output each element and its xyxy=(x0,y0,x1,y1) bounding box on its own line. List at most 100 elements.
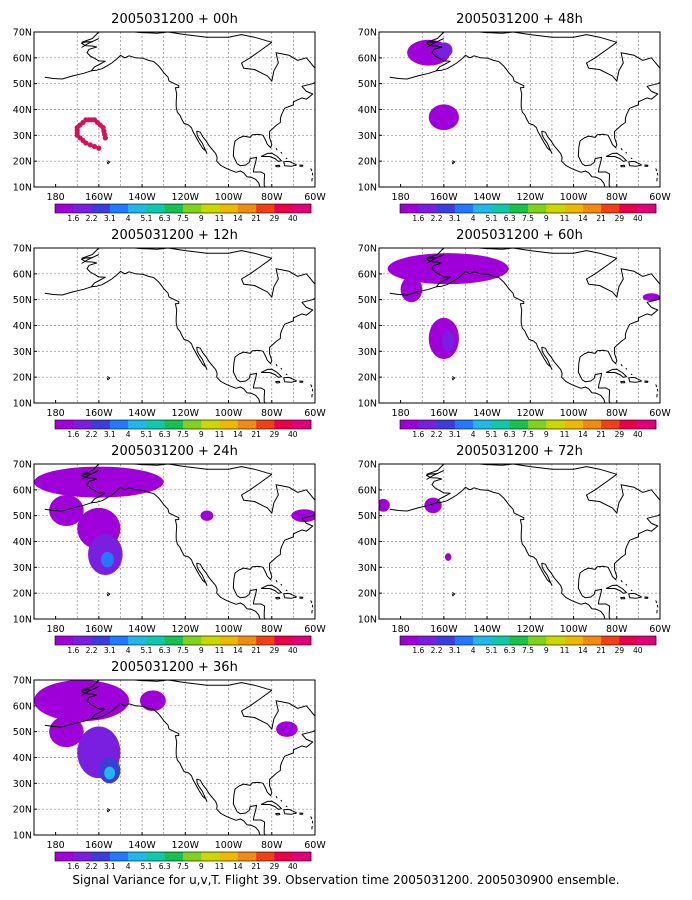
variance-dot xyxy=(102,135,108,141)
lat-tick-label: 30N xyxy=(358,131,377,142)
colorbar-label: 5.1 xyxy=(140,646,152,655)
colorbar-swatch xyxy=(128,204,147,213)
colorbar-swatch xyxy=(55,204,74,213)
coastline-path xyxy=(81,248,272,259)
coastline-path xyxy=(81,680,272,691)
colorbar-label: 1.6 xyxy=(67,862,79,871)
colorbar-label: 11 xyxy=(560,646,570,655)
coastline-path xyxy=(81,38,100,48)
colorbar-swatch xyxy=(109,636,129,645)
coastline-path xyxy=(260,584,282,594)
coastline-path xyxy=(280,583,283,586)
coastline-path xyxy=(81,464,272,475)
lat-tick-label: 70N xyxy=(13,676,32,687)
coastline-path xyxy=(260,368,282,378)
coastline-path xyxy=(81,473,261,619)
map-panel-6: 2005031200 + 72h 10N 20N 30N 40N 50N 60N 70N 180… xyxy=(358,444,672,655)
panel-title: 2005031200 + 36h xyxy=(111,660,238,675)
colorbar-label: 9 xyxy=(199,646,204,655)
coastline-path xyxy=(625,583,628,586)
colorbar-label: 21 xyxy=(251,430,261,439)
colorbar-label: 3.1 xyxy=(104,214,116,223)
colorbar-label: 29 xyxy=(615,430,625,439)
lat-tick-label: 30N xyxy=(13,779,32,790)
coastline-path xyxy=(275,380,281,384)
colorbar-label: 9 xyxy=(199,214,204,223)
panel-title: 2005031200 + 00h xyxy=(111,12,238,27)
colorbar-label: 40 xyxy=(633,214,643,223)
lat-tick-label: 10N xyxy=(13,399,32,410)
coastline-path xyxy=(106,160,111,165)
coastline-path xyxy=(299,164,304,167)
map-panel-2: 2005031200 + 48h 10N 20N 30N 40N 50N 60N 70N 180… xyxy=(358,12,672,223)
colorbar: 1.6 2.2 3.1 4 5.1 6.3 7.5 9 11 14 21 29 40 xyxy=(399,419,657,439)
colorbar-swatch xyxy=(400,204,419,213)
coastline-path xyxy=(310,168,313,172)
colorbar-swatch xyxy=(256,636,275,645)
colorbar-swatch xyxy=(546,420,565,429)
colorbar-swatch xyxy=(274,636,294,645)
colorbar-label: 4 xyxy=(126,862,131,871)
colorbar-swatch xyxy=(256,852,275,861)
colorbar-label: 21 xyxy=(596,214,606,223)
colorbar-label: 2.2 xyxy=(86,646,98,655)
colorbar-label: 7.5 xyxy=(177,430,189,439)
colorbar-label: 29 xyxy=(270,430,280,439)
colorbar-swatch xyxy=(582,420,602,429)
coastline-path xyxy=(299,812,304,815)
colorbar-label: 7.5 xyxy=(177,862,189,871)
panel-title: 2005031200 + 24h xyxy=(111,444,238,459)
coastline-path xyxy=(577,473,660,619)
lat-tick-label: 40N xyxy=(13,321,32,332)
colorbar-label: 6.3 xyxy=(159,862,171,871)
colorbar-label: 4 xyxy=(471,430,476,439)
coastline-path xyxy=(81,470,100,480)
coastline-path xyxy=(630,589,633,592)
lon-tick-label: 160W xyxy=(430,624,458,635)
variance-contour-level-3 xyxy=(101,551,114,568)
coastline xyxy=(44,32,333,187)
coastline-path xyxy=(389,286,437,296)
colorbar-swatch xyxy=(564,636,584,645)
colorbar-swatch xyxy=(436,420,456,429)
colorbar-label: 29 xyxy=(270,214,280,223)
colorbar-swatch xyxy=(473,420,492,429)
colorbar-label: 11 xyxy=(215,646,225,655)
colorbar-swatch xyxy=(619,204,639,213)
colorbar-label: 21 xyxy=(251,646,261,655)
colorbar-label: 6.3 xyxy=(504,214,516,223)
colorbar-swatch xyxy=(473,636,492,645)
panel-title: 2005031200 + 12h xyxy=(111,228,238,243)
colorbar-swatch xyxy=(237,636,257,645)
coastline-path xyxy=(426,32,617,43)
colorbar-label: 9 xyxy=(544,430,549,439)
colorbar-swatch xyxy=(274,852,294,861)
coastline xyxy=(44,248,315,403)
coastline-path xyxy=(655,600,658,604)
lat-tick-label: 70N xyxy=(13,28,32,39)
variance-dot xyxy=(87,142,93,148)
coastline-path xyxy=(426,470,445,480)
colorbar-label: 29 xyxy=(615,646,625,655)
lat-tick-label: 70N xyxy=(13,460,32,471)
colorbar-label: 4 xyxy=(126,646,131,655)
coastline-path xyxy=(451,592,456,597)
lon-tick-label: 60W xyxy=(649,192,671,203)
colorbar-swatch xyxy=(601,636,620,645)
colorbar: 1.6 2.2 3.1 4 5.1 6.3 7.5 9 11 14 21 29 40 xyxy=(54,203,312,223)
lat-tick-label: 20N xyxy=(13,157,32,168)
colorbar-swatch xyxy=(55,852,74,861)
colorbar-swatch xyxy=(637,204,657,213)
colorbar-swatch xyxy=(146,420,166,429)
colorbar-label: 9 xyxy=(544,214,549,223)
colorbar-swatch xyxy=(73,204,92,213)
coastline xyxy=(44,680,315,835)
colorbar-label: 1.6 xyxy=(67,430,79,439)
lon-tick-label: 80W xyxy=(606,192,628,203)
colorbar-swatch xyxy=(201,420,220,429)
lon-tick-label: 80W xyxy=(606,624,628,635)
coastline-path xyxy=(326,32,333,58)
lat-tick-label: 10N xyxy=(13,615,32,626)
lon-tick-label: 100W xyxy=(560,624,588,635)
lat-tick-label: 50N xyxy=(358,511,377,522)
